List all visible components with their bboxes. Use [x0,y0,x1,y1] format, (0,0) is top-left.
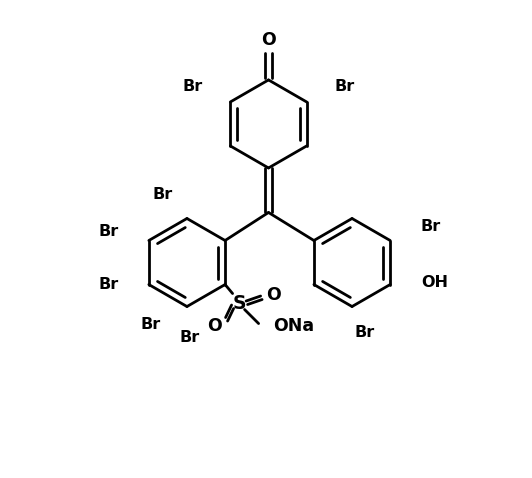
Text: Br: Br [182,79,203,95]
Text: Br: Br [98,224,119,239]
Text: Br: Br [420,219,440,234]
Text: Br: Br [153,187,173,202]
Text: O: O [261,31,276,49]
Text: OH: OH [421,274,448,290]
Text: S: S [233,294,246,313]
Text: Br: Br [334,79,354,95]
Text: Br: Br [140,316,161,332]
Text: ONa: ONa [273,317,315,335]
Text: O: O [266,285,281,304]
Text: Br: Br [98,277,119,292]
Text: O: O [207,317,222,335]
Text: Br: Br [179,330,200,345]
Text: Br: Br [354,325,375,340]
